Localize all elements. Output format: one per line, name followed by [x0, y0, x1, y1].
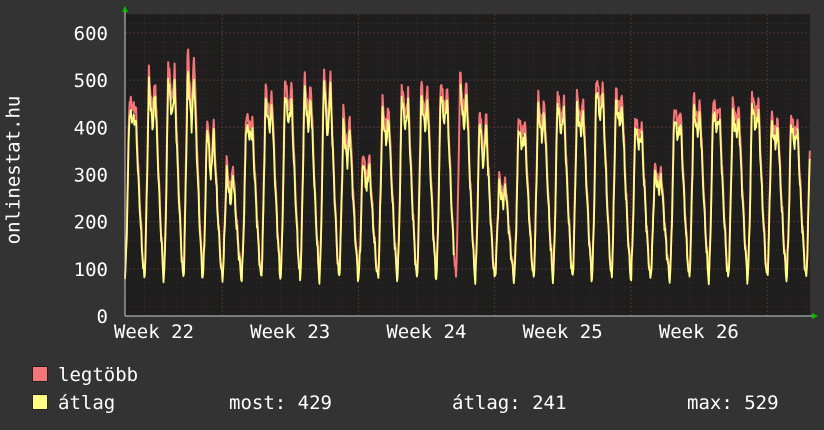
x-tick-label: Week 25	[523, 321, 603, 343]
legend-swatch-legtobb	[32, 366, 48, 382]
y-tick-label: 200	[74, 212, 108, 234]
axes	[122, 6, 818, 319]
series-line-atlag	[459, 83, 811, 286]
y-tick-label: 600	[74, 23, 108, 45]
side-label: onlinestat.hu	[2, 95, 24, 245]
x-axis-arrow	[812, 313, 818, 319]
y-tick-label: 0	[97, 306, 108, 328]
series-layer	[124, 48, 811, 286]
side-label-container: onlinestat.hu	[2, 80, 24, 260]
tick-labels: 0 100 200 300 400 500 600 Week 22 Week 23 Week 24…	[74, 23, 739, 343]
stat-atlag: átlag: 241	[452, 392, 567, 414]
legend-swatch-atlag	[32, 394, 48, 410]
legend-item-legtobb: legtöbb	[32, 364, 138, 386]
stat-most: most: 429	[229, 392, 332, 414]
y-tick-label: 400	[74, 117, 108, 139]
series-line-atlag	[124, 70, 455, 285]
legend-label-legtobb: legtöbb	[58, 364, 139, 386]
legend-item-atlag: átlag	[32, 392, 115, 414]
x-tick-label: Week 23	[250, 321, 330, 343]
legend-label-atlag: átlag	[58, 392, 116, 414]
stat-max: max: 529	[687, 392, 779, 414]
y-tick-label: 500	[74, 70, 108, 92]
y-tick-label: 100	[74, 259, 108, 281]
y-axis-arrow	[122, 6, 128, 12]
x-tick-label: Week 24	[386, 321, 466, 343]
x-tick-label: Week 26	[659, 321, 739, 343]
x-tick-label: Week 22	[114, 321, 194, 343]
plot-area	[125, 14, 810, 316]
y-tick-label: 300	[74, 164, 108, 186]
